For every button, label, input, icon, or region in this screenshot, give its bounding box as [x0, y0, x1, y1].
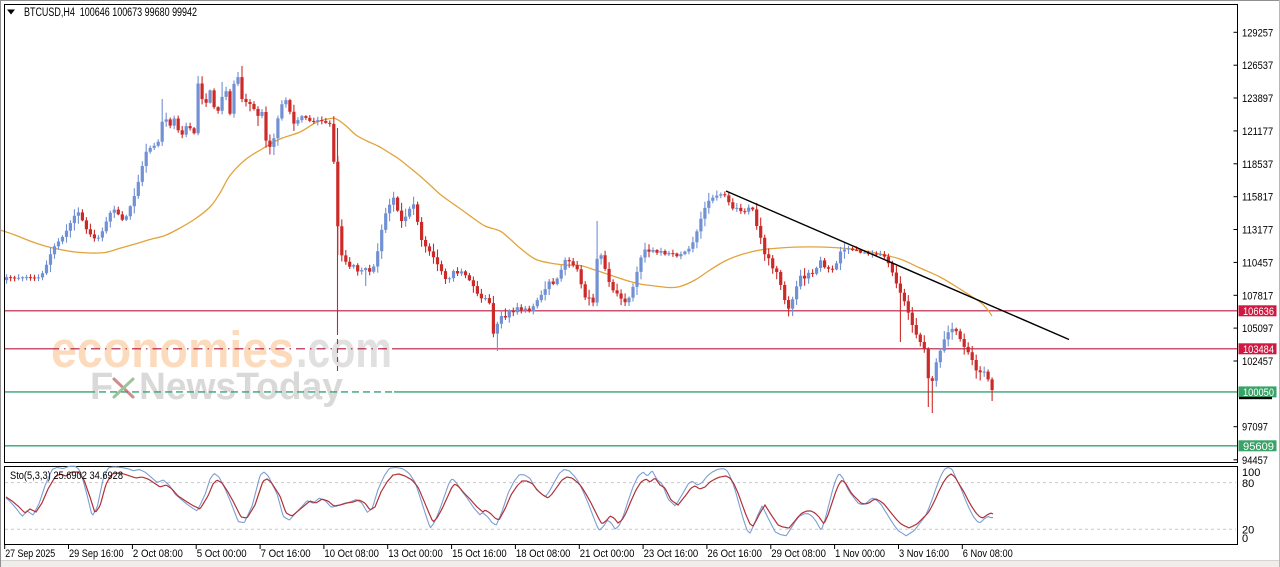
svg-text:18 Oct 08:00: 18 Oct 08:00	[516, 548, 571, 560]
svg-text:NewsToday: NewsToday	[139, 366, 343, 408]
svg-text:.com: .com	[296, 321, 392, 378]
svg-text:100: 100	[1242, 467, 1260, 479]
svg-text:13 Oct 00:00: 13 Oct 00:00	[388, 548, 443, 560]
svg-text:Sto(5,3,3) 25.6902 34.6928: Sto(5,3,3) 25.6902 34.6928	[10, 470, 123, 482]
svg-text:115817: 115817	[1242, 192, 1273, 204]
svg-text:121177: 121177	[1242, 126, 1273, 138]
svg-text:105097: 105097	[1242, 323, 1273, 335]
svg-text:126537: 126537	[1242, 60, 1273, 72]
svg-text:10 Oct 08:00: 10 Oct 08:00	[324, 548, 379, 560]
svg-text:29 Sep 16:00: 29 Sep 16:00	[69, 548, 124, 560]
svg-text:2 Oct 08:00: 2 Oct 08:00	[133, 548, 183, 560]
svg-text:80: 80	[1242, 478, 1254, 490]
svg-text:113177: 113177	[1242, 225, 1273, 237]
svg-text:95609: 95609	[1243, 441, 1274, 453]
svg-text:23 Oct 16:00: 23 Oct 16:00	[644, 548, 699, 560]
svg-text:103484: 103484	[1243, 344, 1274, 356]
svg-text:94457: 94457	[1242, 455, 1268, 467]
svg-text:107817: 107817	[1242, 290, 1273, 302]
svg-text:1 Nov 00:00: 1 Nov 00:00	[835, 548, 885, 560]
svg-text:F: F	[90, 366, 113, 408]
svg-text:26 Oct 16:00: 26 Oct 16:00	[707, 548, 762, 560]
svg-text:21 Oct 00:00: 21 Oct 00:00	[580, 548, 635, 560]
svg-text:BTCUSD,H4 100646 100673 99680: BTCUSD,H4 100646 100673 99680 99942	[24, 7, 197, 19]
svg-text:0: 0	[1242, 533, 1248, 545]
svg-text:110457: 110457	[1242, 257, 1273, 269]
svg-text:123897: 123897	[1242, 93, 1273, 105]
svg-text:97097: 97097	[1242, 422, 1268, 434]
svg-text:29 Oct 08:00: 29 Oct 08:00	[771, 548, 826, 560]
svg-text:106636: 106636	[1243, 306, 1274, 318]
svg-text:20: 20	[1242, 525, 1254, 537]
svg-text:129257: 129257	[1242, 27, 1273, 39]
svg-text:118537: 118537	[1242, 159, 1273, 171]
svg-text:economies: economies	[51, 321, 294, 378]
svg-text:100050: 100050	[1243, 387, 1274, 399]
svg-text:15 Oct 16:00: 15 Oct 16:00	[452, 548, 507, 560]
svg-text:5 Oct 00:00: 5 Oct 00:00	[197, 548, 247, 560]
svg-text:7 Oct 16:00: 7 Oct 16:00	[261, 548, 311, 560]
svg-text:6 Nov 08:00: 6 Nov 08:00	[963, 548, 1013, 560]
svg-text:102457: 102457	[1242, 356, 1273, 368]
svg-text:3 Nov 16:00: 3 Nov 16:00	[899, 548, 949, 560]
svg-text:27 Sep 2025: 27 Sep 2025	[5, 548, 55, 560]
